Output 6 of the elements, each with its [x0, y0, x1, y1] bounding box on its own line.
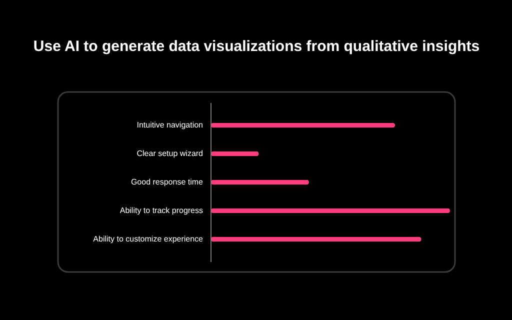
y-tick-label: Good response time — [130, 177, 204, 186]
y-tick-label: Intuitive navigation — [136, 120, 203, 130]
y-tick-label: Ability to track progress — [120, 206, 203, 215]
y-tick-label: Ability to customize experience — [93, 234, 204, 244]
y-tick-label: Clear setup wizard — [136, 148, 203, 158]
chart-title: Use AI to generate data visualizations from qualitative insights — [33, 38, 480, 55]
